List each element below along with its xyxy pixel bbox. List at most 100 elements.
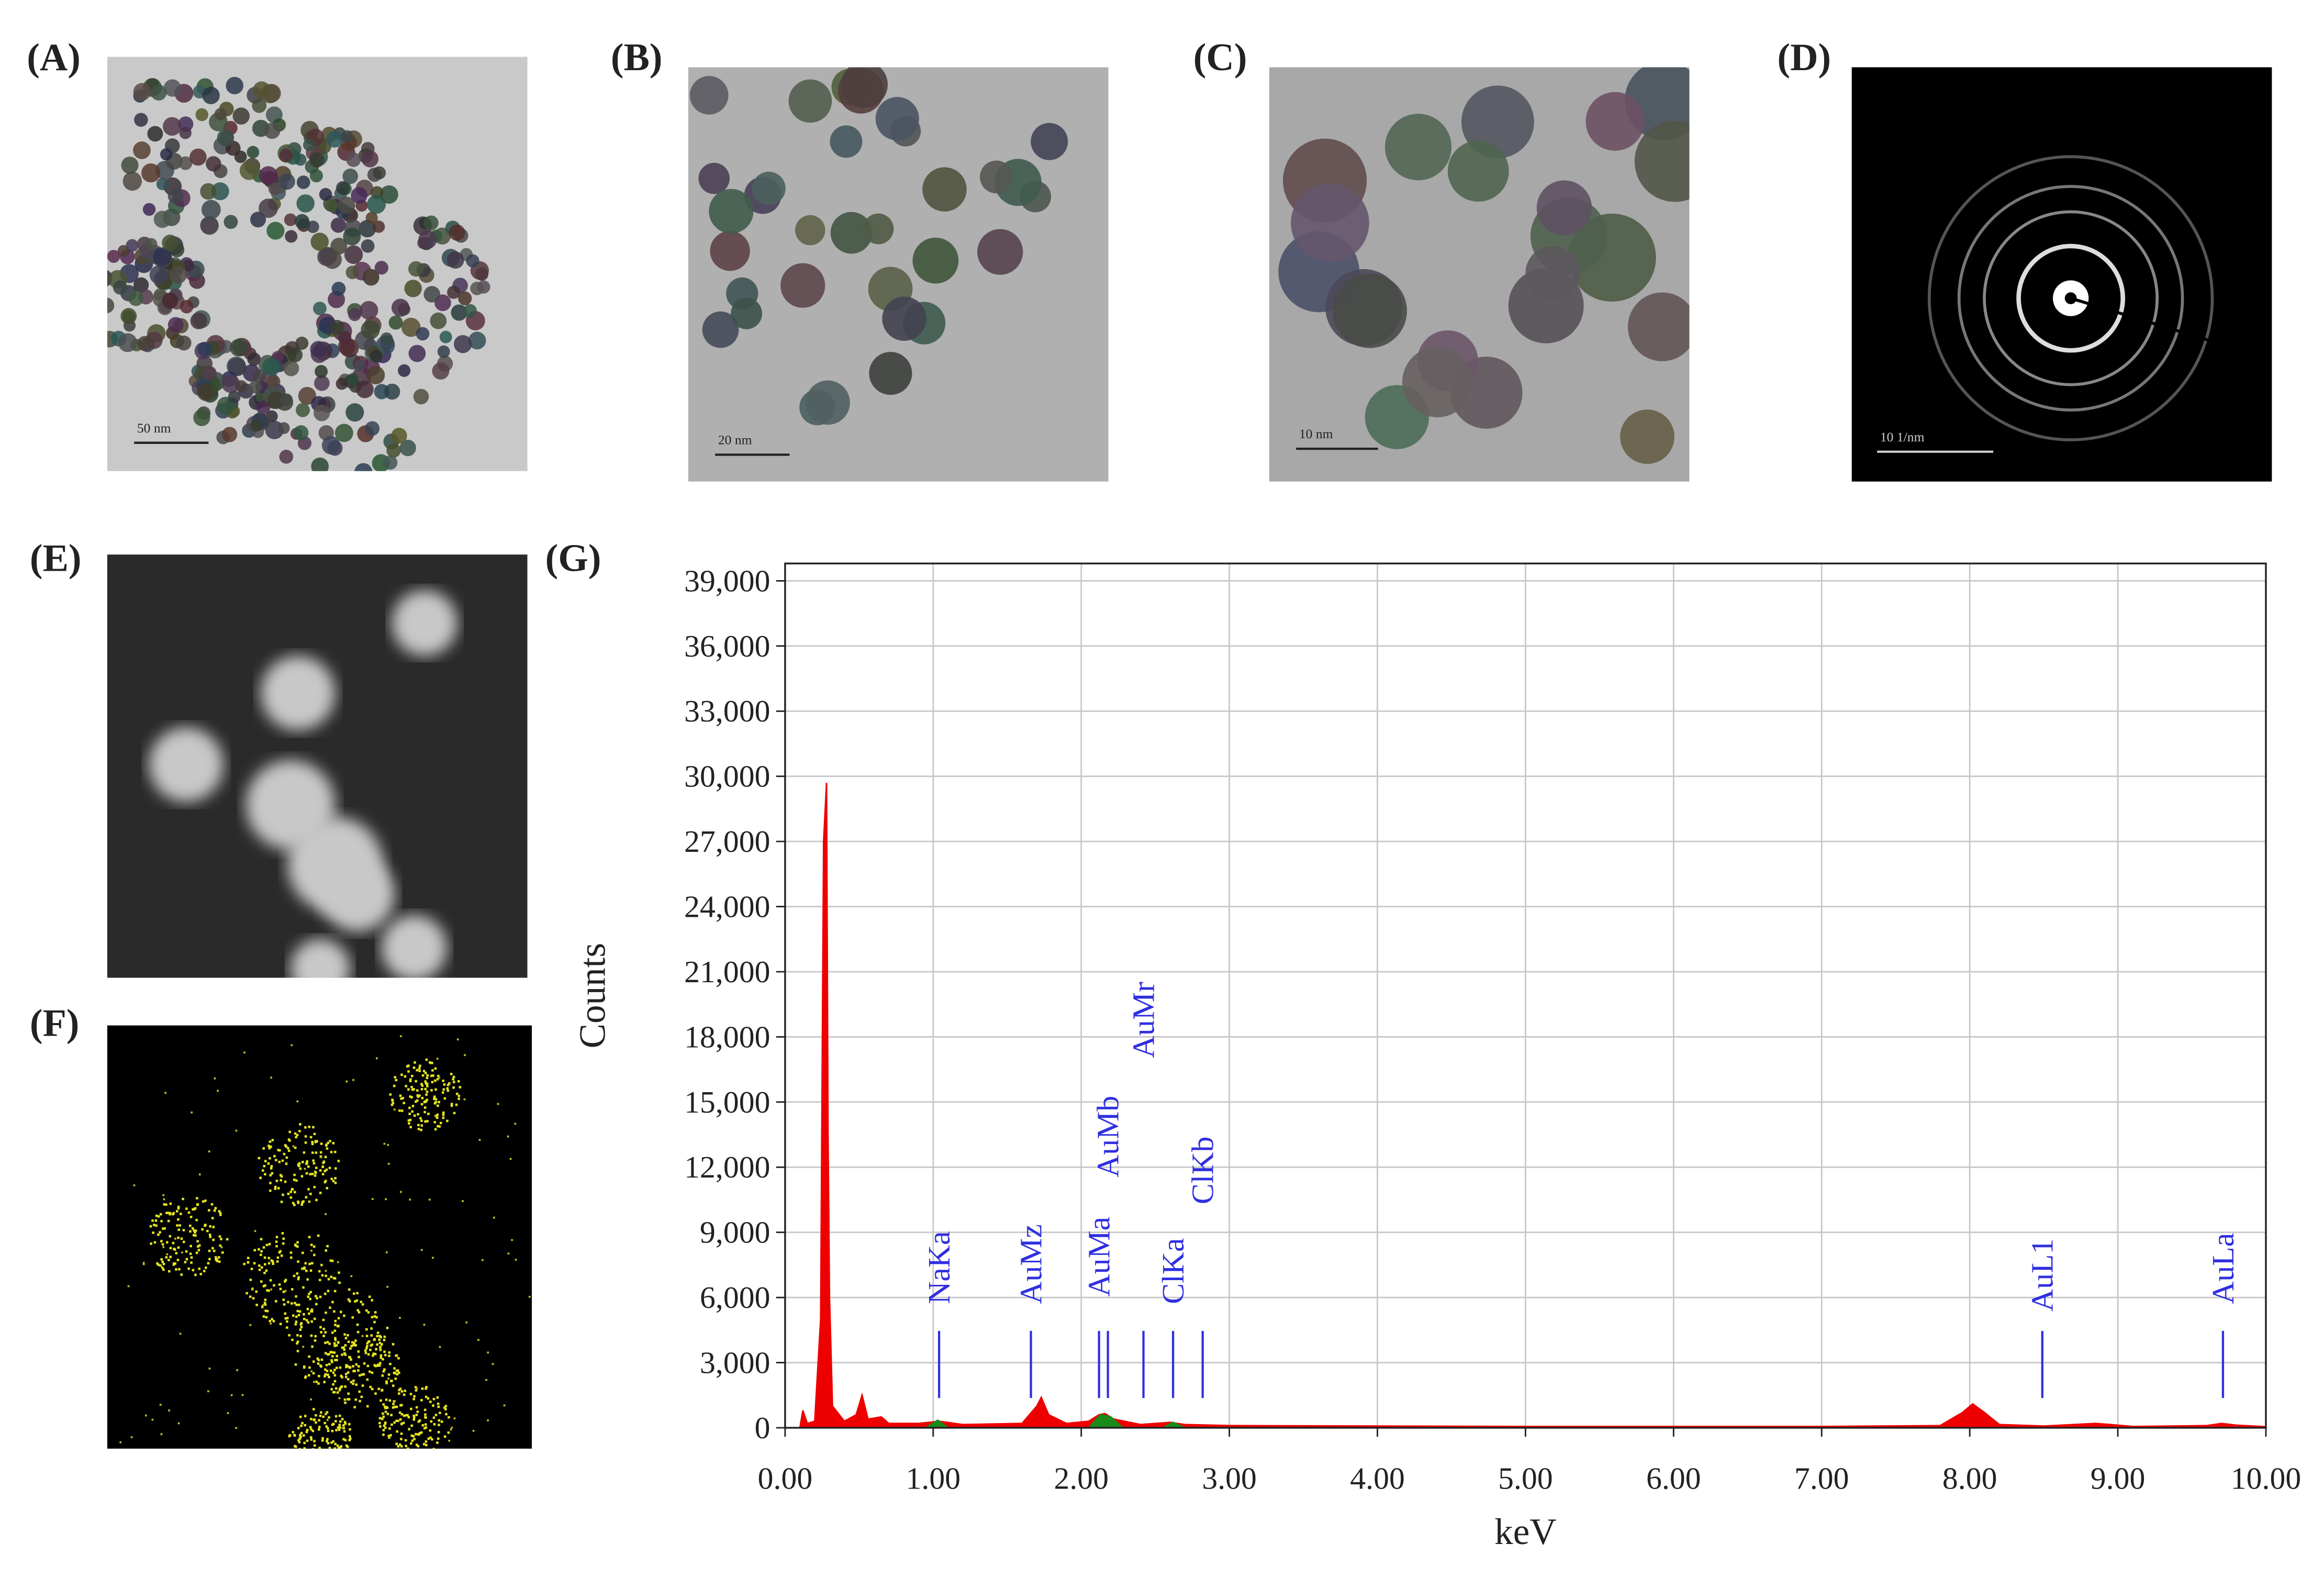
au-dot bbox=[308, 1292, 310, 1295]
y-axis-title: Counts bbox=[573, 943, 613, 1049]
au-dot bbox=[464, 1054, 466, 1057]
au-dot bbox=[278, 1251, 281, 1254]
particle bbox=[147, 126, 163, 142]
au-dot bbox=[159, 1404, 162, 1406]
au-dot bbox=[185, 1258, 188, 1261]
au-dot bbox=[348, 1439, 351, 1441]
au-dot bbox=[161, 1260, 164, 1263]
particle bbox=[1448, 140, 1509, 202]
au-dot bbox=[395, 1079, 398, 1082]
au-dot bbox=[446, 1089, 450, 1092]
au-dot bbox=[326, 1427, 329, 1430]
au-dot bbox=[299, 1434, 301, 1437]
au-dot bbox=[341, 1461, 344, 1463]
y-tick-label: 12,000 bbox=[684, 1150, 770, 1184]
particle bbox=[364, 269, 379, 283]
au-dot bbox=[424, 1395, 428, 1398]
au-dot bbox=[374, 1392, 377, 1395]
au-dot bbox=[330, 1275, 333, 1279]
au-dot bbox=[296, 1134, 299, 1137]
au-dot bbox=[243, 1051, 245, 1054]
au-dot bbox=[417, 1445, 420, 1448]
au-dot bbox=[245, 1292, 248, 1295]
au-dot bbox=[304, 1126, 307, 1129]
au-dot bbox=[275, 1159, 277, 1161]
au-dot bbox=[423, 1324, 426, 1326]
au-dot bbox=[181, 1251, 183, 1254]
au-dot bbox=[401, 1097, 404, 1100]
particle bbox=[345, 265, 360, 280]
au-dot bbox=[180, 1273, 183, 1276]
au-dot bbox=[306, 1307, 309, 1311]
au-dot bbox=[453, 1112, 456, 1115]
au-dot bbox=[399, 1317, 401, 1319]
particle bbox=[293, 425, 309, 440]
au-dot bbox=[310, 1320, 313, 1323]
au-dot bbox=[371, 1316, 374, 1319]
au-dot bbox=[281, 1159, 284, 1162]
au-dot bbox=[296, 1340, 299, 1343]
au-dot bbox=[302, 1200, 305, 1203]
au-dot bbox=[328, 1167, 331, 1169]
au-dot bbox=[397, 1357, 400, 1360]
au-dot bbox=[448, 1082, 451, 1085]
au-dot bbox=[408, 1106, 411, 1109]
au-dot bbox=[329, 1140, 331, 1142]
au-dot bbox=[286, 1317, 289, 1319]
particle bbox=[247, 146, 260, 159]
au-dot bbox=[275, 1240, 278, 1243]
au-dot bbox=[304, 1262, 307, 1265]
au-dot bbox=[301, 1267, 304, 1270]
au-dot bbox=[167, 1219, 170, 1223]
au-dot bbox=[328, 1375, 330, 1379]
particle bbox=[780, 263, 825, 308]
particle bbox=[841, 67, 888, 108]
au-dot bbox=[165, 1212, 168, 1214]
au-dot bbox=[334, 1167, 337, 1170]
particle bbox=[202, 365, 217, 381]
au-dot bbox=[190, 1261, 193, 1264]
au-dot bbox=[182, 1197, 184, 1201]
au-dot bbox=[378, 1341, 382, 1345]
au-dot bbox=[313, 1381, 315, 1383]
particle bbox=[249, 380, 262, 394]
au-dot bbox=[159, 1264, 162, 1267]
au-dot bbox=[396, 1373, 399, 1375]
au-dot bbox=[420, 1124, 423, 1127]
au-dot bbox=[447, 1431, 450, 1434]
au-dot bbox=[382, 1358, 384, 1361]
particle bbox=[399, 439, 416, 457]
au-dot bbox=[356, 1309, 360, 1312]
au-dot bbox=[315, 1414, 317, 1417]
au-dot bbox=[400, 1097, 403, 1100]
au-dot bbox=[379, 1354, 383, 1357]
au-dot bbox=[437, 1437, 440, 1440]
au-dot bbox=[370, 1327, 373, 1330]
au-dot bbox=[301, 1161, 304, 1163]
au-dot bbox=[379, 1425, 382, 1428]
au-dot bbox=[216, 1258, 218, 1260]
au-dot bbox=[280, 1201, 283, 1203]
au-dot bbox=[294, 1445, 296, 1448]
au-dot bbox=[247, 1257, 250, 1259]
au-dot bbox=[379, 1399, 382, 1402]
au-dot bbox=[275, 1245, 278, 1248]
au-dot bbox=[314, 1317, 316, 1320]
scale-bar-label: 10 1/nm bbox=[1880, 429, 1925, 445]
au-dot bbox=[303, 1441, 306, 1445]
particles bbox=[689, 67, 1068, 426]
au-dot bbox=[207, 1262, 210, 1264]
au-dot bbox=[130, 1436, 133, 1438]
au-dot bbox=[211, 1247, 214, 1250]
particle bbox=[239, 161, 259, 180]
au-dot bbox=[347, 1298, 350, 1301]
au-dot bbox=[291, 1338, 294, 1341]
au-dot bbox=[336, 1391, 339, 1394]
au-dot bbox=[361, 1384, 364, 1387]
au-dot bbox=[208, 1150, 210, 1153]
au-dot bbox=[387, 1162, 390, 1165]
au-dot bbox=[305, 1319, 308, 1321]
particle bbox=[224, 215, 238, 229]
particle bbox=[468, 331, 486, 350]
au-dot bbox=[325, 1274, 328, 1278]
